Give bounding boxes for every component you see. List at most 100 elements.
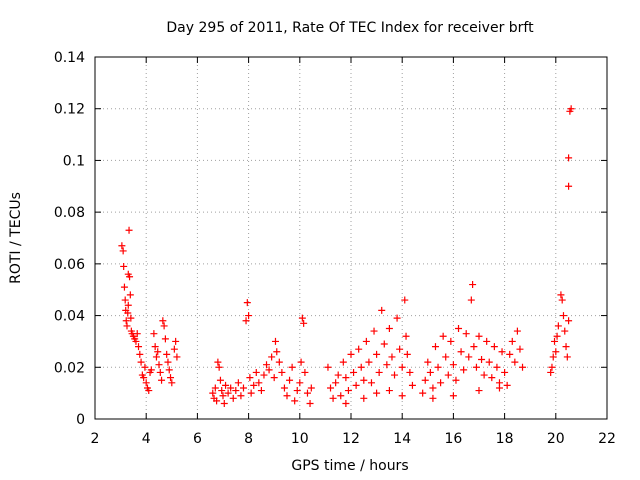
data-points — [118, 105, 575, 407]
data-point — [126, 273, 134, 281]
data-point — [250, 381, 258, 389]
data-point — [558, 296, 566, 304]
data-point — [280, 384, 288, 392]
data-point — [145, 387, 153, 395]
data-point — [362, 337, 370, 345]
data-point — [553, 332, 561, 340]
data-point — [246, 374, 254, 382]
data-point — [124, 301, 132, 309]
data-point — [367, 379, 375, 387]
data-point — [135, 343, 143, 351]
data-point — [300, 319, 308, 327]
data-point — [388, 353, 396, 361]
data-point — [437, 379, 445, 387]
data-point — [352, 381, 360, 389]
data-point — [475, 332, 483, 340]
data-point — [562, 343, 570, 351]
data-point — [401, 296, 409, 304]
data-point — [402, 332, 410, 340]
data-point — [444, 371, 452, 379]
data-point — [519, 363, 527, 371]
data-point — [429, 394, 437, 402]
data-point — [119, 247, 127, 255]
data-point — [161, 335, 169, 343]
x-tick-label: 8 — [244, 431, 253, 447]
data-point — [472, 363, 480, 371]
data-point — [120, 283, 128, 291]
data-point — [480, 371, 488, 379]
data-point — [498, 348, 506, 356]
data-point — [434, 363, 442, 371]
data-point — [222, 381, 230, 389]
data-point — [122, 317, 130, 325]
data-point — [265, 366, 273, 374]
data-point — [224, 389, 232, 397]
data-point — [495, 384, 503, 392]
data-point — [551, 337, 559, 345]
data-point — [229, 394, 237, 402]
data-point — [455, 325, 463, 332]
data-point — [385, 387, 393, 395]
data-point — [447, 337, 455, 345]
data-point — [327, 384, 335, 392]
data-point — [260, 371, 268, 379]
data-point — [426, 368, 434, 376]
data-point — [154, 348, 162, 356]
data-point — [396, 345, 404, 353]
data-point — [393, 314, 401, 322]
data-point — [350, 368, 358, 376]
data-point — [136, 350, 144, 358]
data-point — [403, 350, 411, 358]
data-point — [488, 374, 496, 382]
data-point — [255, 379, 263, 387]
data-point — [155, 361, 163, 369]
data-point — [245, 312, 253, 320]
data-point — [211, 384, 219, 392]
data-point — [501, 368, 509, 376]
data-point — [147, 366, 155, 374]
x-axis-label: GPS time / hours — [291, 458, 408, 474]
data-point — [291, 397, 299, 405]
data-point — [243, 299, 251, 307]
data-point — [172, 337, 180, 345]
data-point — [239, 384, 247, 392]
x-tick-label: 16 — [444, 431, 462, 447]
data-point — [449, 392, 457, 400]
data-point — [132, 337, 140, 345]
data-point — [337, 392, 345, 400]
data-point — [552, 348, 560, 356]
data-point — [163, 350, 171, 358]
x-tick-labels: 2 4 6 8 10 12 14 16 18 20 22 — [91, 431, 616, 447]
data-point — [242, 317, 250, 325]
data-point — [214, 358, 222, 366]
data-point — [124, 309, 132, 317]
data-point — [332, 379, 340, 387]
data-point — [565, 154, 573, 162]
y-tick-label: 0.02 — [54, 360, 85, 376]
data-point — [324, 363, 332, 371]
x-tick-label: 14 — [393, 431, 411, 447]
data-point — [506, 350, 514, 358]
x-tick-label: 22 — [598, 431, 616, 447]
data-point — [439, 332, 447, 340]
data-point — [483, 337, 491, 345]
data-point — [218, 387, 226, 395]
data-point — [421, 376, 429, 384]
data-point — [559, 312, 567, 320]
data-point — [298, 314, 306, 322]
data-point — [303, 389, 311, 397]
data-point — [375, 368, 383, 376]
data-point — [547, 368, 555, 376]
data-point — [286, 376, 294, 384]
data-point — [329, 394, 337, 402]
data-point — [385, 325, 393, 332]
x-tick-label: 12 — [342, 431, 360, 447]
y-tick-label: 0 — [76, 412, 85, 428]
x-tick-label: 10 — [291, 431, 309, 447]
data-point — [373, 350, 381, 358]
data-point — [247, 389, 255, 397]
data-point — [462, 330, 470, 338]
data-point — [125, 226, 133, 234]
data-point — [127, 314, 135, 322]
data-point — [549, 353, 557, 361]
